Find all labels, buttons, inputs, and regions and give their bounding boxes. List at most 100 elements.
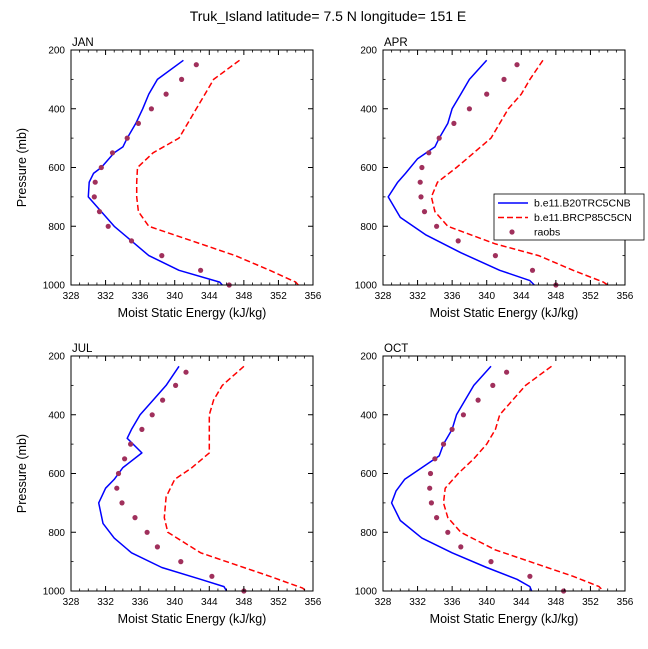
raobs-point	[421, 209, 428, 215]
raobs-point	[178, 559, 184, 565]
x-tick-label: 348	[236, 291, 253, 302]
raobs-point	[427, 485, 433, 491]
legend-label: b.e11.BRCP85C5CN	[534, 212, 632, 224]
raobs-point	[440, 441, 447, 447]
raobs-point	[135, 120, 141, 126]
y-axis-title: Pressure (mb)	[15, 128, 29, 207]
raobs-point	[426, 150, 432, 156]
raobs-point	[139, 426, 145, 432]
y-tick-label: 400	[360, 104, 377, 115]
x-tick-label: 332	[97, 291, 114, 302]
raobs-point	[124, 135, 130, 141]
x-tick-label: 356	[617, 291, 634, 302]
panel-label: APR	[384, 37, 408, 49]
raobs-point	[418, 194, 424, 200]
series-line-b20trc	[387, 59, 535, 286]
legend: b.e11.B20TRC5CNB b.e11.BRCP85C5CN raobs	[493, 193, 645, 241]
panel-label: JUL	[72, 343, 93, 355]
raobs-point	[109, 150, 116, 156]
x-tick-label: 328	[63, 291, 80, 302]
x-tick-label: 340	[166, 597, 183, 608]
plot-area	[87, 59, 299, 288]
legend-label: raobs	[534, 227, 560, 239]
raobs-point	[434, 223, 440, 229]
x-tick-label: 348	[548, 597, 565, 608]
raobs-point	[98, 164, 104, 171]
raobs-point	[160, 397, 166, 403]
raobs-point	[198, 267, 204, 273]
raobs-point	[451, 120, 457, 126]
plot-frame	[70, 355, 314, 592]
series-line-b20trc	[390, 365, 533, 592]
x-tick-label: 336	[132, 291, 149, 302]
raobs-point	[501, 76, 507, 82]
x-axis-title: Moist Static Energy (kJ/kg)	[118, 306, 267, 320]
y-tick-label: 800	[48, 222, 65, 233]
raobs-point	[173, 382, 179, 388]
series-line-brcp85	[442, 365, 604, 592]
raobs-point	[466, 106, 472, 112]
y-tick-label: 800	[48, 528, 65, 539]
x-tick-label: 348	[236, 597, 253, 608]
x-tick-label: 344	[513, 291, 530, 302]
plot-frame	[382, 49, 626, 286]
x-tick-label: 356	[305, 597, 322, 608]
x-tick-label: 352	[582, 597, 599, 608]
raobs-point	[159, 253, 165, 259]
y-tick-label: 600	[48, 469, 65, 480]
plot-area	[97, 365, 307, 594]
raobs-point	[417, 179, 423, 185]
raobs-point	[475, 397, 481, 403]
raobs-point	[514, 62, 520, 68]
plot-frame	[382, 355, 626, 592]
raobs-point	[460, 412, 466, 418]
y-tick-label: 400	[360, 410, 377, 421]
y-tick-label: 1000	[43, 587, 66, 598]
raobs-point	[128, 238, 135, 244]
panel-label: JAN	[72, 37, 94, 49]
x-axis-title: Moist Static Energy (kJ/kg)	[430, 612, 579, 626]
series-line-b20trc	[97, 365, 228, 592]
panel-jul: 328 332 336 340 344 348 352 356 200 400 600 800 1000…	[15, 343, 322, 626]
raobs-point	[92, 179, 98, 185]
raobs-point	[209, 573, 215, 579]
raobs-point	[504, 369, 510, 375]
x-tick-label: 336	[132, 597, 149, 608]
x-tick-label: 352	[270, 597, 287, 608]
raobs-point	[492, 253, 498, 259]
y-tick-label: 600	[360, 163, 377, 174]
series-line-brcp85	[163, 365, 307, 592]
raobs-point	[115, 470, 122, 477]
raobs-point	[445, 529, 451, 535]
y-tick-label: 200	[48, 46, 65, 57]
raobs-point	[128, 441, 134, 447]
raobs-point	[488, 559, 494, 565]
raobs-point	[484, 91, 490, 97]
raobs-point	[163, 91, 169, 97]
raobs-point	[114, 485, 120, 491]
x-tick-label: 340	[478, 597, 495, 608]
x-tick-label: 348	[548, 291, 565, 302]
x-tick-label: 336	[444, 597, 461, 608]
y-tick-label: 1000	[43, 281, 66, 292]
raobs-point	[427, 470, 434, 477]
raobs-point	[148, 106, 154, 112]
y-axis-title: Pressure (mb)	[15, 434, 29, 513]
raobs-point	[455, 238, 461, 244]
raobs-point	[149, 412, 155, 418]
raobs-point	[458, 544, 464, 550]
y-tick-label: 200	[48, 352, 65, 363]
x-tick-label: 328	[375, 597, 392, 608]
y-tick-label: 200	[360, 352, 377, 363]
raobs-point	[529, 267, 536, 273]
figure-title: Truk_Island latitude= 7.5 N longitude= 1…	[190, 8, 467, 24]
x-tick-label: 340	[478, 291, 495, 302]
raobs-point	[179, 76, 185, 82]
plot-area	[390, 365, 604, 594]
x-tick-label: 328	[375, 291, 392, 302]
x-tick-label: 336	[444, 291, 461, 302]
y-tick-label: 800	[360, 222, 377, 233]
raobs-point	[527, 573, 533, 579]
panel-oct: 328 332 336 340 344 348 352 356 200 400 600 800 1000…	[355, 343, 634, 626]
